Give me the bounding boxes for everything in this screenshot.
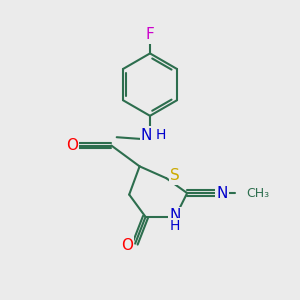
Text: F: F [146,28,154,43]
Text: N: N [169,208,181,223]
Text: CH₃: CH₃ [246,187,269,200]
Text: H: H [170,219,181,233]
Text: O: O [66,138,78,153]
Text: H: H [155,128,166,142]
Text: S: S [170,168,179,183]
Text: O: O [121,238,133,253]
Text: N: N [141,128,152,142]
Text: N: N [217,186,228,201]
